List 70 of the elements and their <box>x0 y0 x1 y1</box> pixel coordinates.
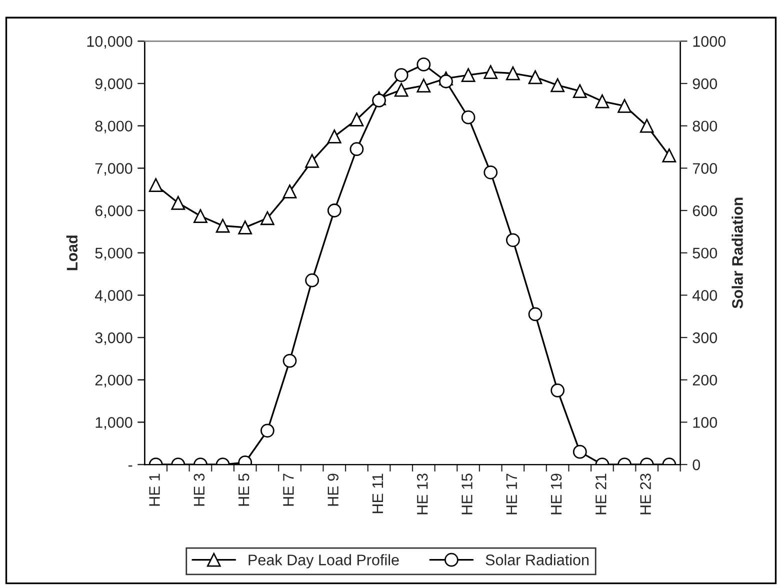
point <box>484 165 498 180</box>
y-tick-label: 8,000 <box>95 120 132 134</box>
y-tick-label: 9,000 <box>95 78 132 91</box>
point <box>572 84 587 98</box>
y2-tick-label: 1000 <box>693 36 726 47</box>
y-axis-title: Load <box>66 236 78 270</box>
point <box>618 98 632 113</box>
y2-tick-label: 300 <box>692 332 718 344</box>
point <box>327 204 342 218</box>
y2-tick-label: 800 <box>692 120 718 132</box>
point <box>506 66 520 80</box>
y-tick-label: 2,000 <box>95 374 132 388</box>
point <box>416 58 431 72</box>
point <box>640 118 654 133</box>
y2-axis-title: Solar Radiation <box>732 198 743 308</box>
y-tick-label: 10,000 <box>87 36 132 49</box>
x-tick-label: HE 15 <box>462 474 472 514</box>
y2-tick-label: 200 <box>692 374 718 386</box>
x-tick-label: HE 3 <box>194 474 205 506</box>
point <box>350 142 364 156</box>
x-tick-label: HE 1 <box>149 474 160 506</box>
x-tick-label: HE 11 <box>372 474 383 514</box>
point <box>260 211 274 226</box>
point <box>394 82 408 97</box>
y-tick-label: 7,000 <box>95 163 132 176</box>
y2-tick-label: 400 <box>692 290 718 301</box>
x-tick-label: HE 19 <box>550 474 562 514</box>
point <box>148 178 163 192</box>
y-tick-label: 6,000 <box>95 205 132 218</box>
point <box>394 68 408 82</box>
point <box>461 68 476 82</box>
y2-tick-label: 900 <box>692 78 718 90</box>
y2-tick-label: 500 <box>692 248 718 259</box>
x-tick-label: HE 23 <box>640 474 651 514</box>
point <box>550 78 565 92</box>
point <box>238 220 252 234</box>
point <box>327 129 342 144</box>
y-tick-label: 4,000 <box>94 290 132 303</box>
y-tick-label: - <box>128 465 132 467</box>
point <box>282 184 297 198</box>
x-tick-label: HE 9 <box>328 474 338 506</box>
x-tick-label: HE 13 <box>416 474 428 514</box>
point <box>305 273 320 288</box>
y-tick-label: 5,000 <box>95 248 132 260</box>
y2-tick-label: 600 <box>692 205 718 216</box>
point <box>439 74 453 88</box>
y2-tick-label: 100 <box>693 417 718 428</box>
point <box>506 233 520 248</box>
point <box>194 209 208 223</box>
legend-label: Solar Radiation <box>486 554 589 566</box>
point <box>662 148 676 162</box>
point <box>305 154 320 168</box>
y-tick-label: 1,000 <box>96 417 132 430</box>
x-tick-label: HE 7 <box>283 474 294 506</box>
point <box>216 218 230 233</box>
y-tick-label: 3,000 <box>95 332 132 346</box>
point <box>484 65 498 80</box>
x-tick-label: HE 21 <box>596 474 606 514</box>
x-tick-label: HE 5 <box>238 474 250 506</box>
point <box>372 93 386 108</box>
point <box>595 94 610 108</box>
point <box>416 78 431 93</box>
point <box>461 110 476 124</box>
y2-tick-label: 0 <box>692 459 700 470</box>
point <box>528 70 542 84</box>
point <box>350 112 364 126</box>
legend-label: Peak Day Load Profile <box>248 554 399 568</box>
y2-tick-label: 700 <box>692 163 718 174</box>
point <box>171 196 186 210</box>
x-tick-label: HE 17 <box>506 474 517 514</box>
